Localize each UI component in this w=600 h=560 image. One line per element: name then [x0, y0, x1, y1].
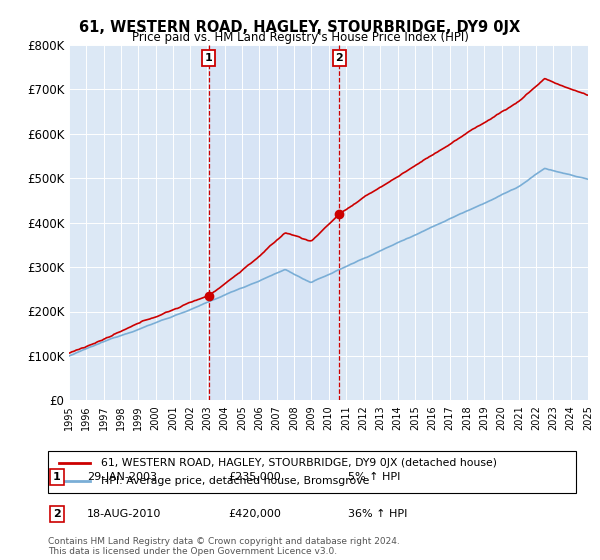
Text: 61, WESTERN ROAD, HAGLEY, STOURBRIDGE, DY9 0JX: 61, WESTERN ROAD, HAGLEY, STOURBRIDGE, D… — [79, 20, 521, 35]
Text: This data is licensed under the Open Government Licence v3.0.: This data is licensed under the Open Gov… — [48, 547, 337, 556]
Text: 18-AUG-2010: 18-AUG-2010 — [87, 509, 161, 519]
Text: £420,000: £420,000 — [228, 509, 281, 519]
Text: 61, WESTERN ROAD, HAGLEY, STOURBRIDGE, DY9 0JX (detached house): 61, WESTERN ROAD, HAGLEY, STOURBRIDGE, D… — [101, 458, 497, 468]
Text: £235,000: £235,000 — [228, 472, 281, 482]
Text: 1: 1 — [205, 53, 212, 63]
Text: 29-JAN-2003: 29-JAN-2003 — [87, 472, 157, 482]
Text: Price paid vs. HM Land Registry's House Price Index (HPI): Price paid vs. HM Land Registry's House … — [131, 31, 469, 44]
Text: 2: 2 — [335, 53, 343, 63]
Bar — [209, 45, 340, 400]
FancyBboxPatch shape — [48, 451, 576, 493]
Text: 5% ↑ HPI: 5% ↑ HPI — [348, 472, 400, 482]
Text: 2: 2 — [53, 509, 61, 519]
Text: Contains HM Land Registry data © Crown copyright and database right 2024.: Contains HM Land Registry data © Crown c… — [48, 537, 400, 546]
Text: 36% ↑ HPI: 36% ↑ HPI — [348, 509, 407, 519]
Text: 1: 1 — [53, 472, 61, 482]
Text: HPI: Average price, detached house, Bromsgrove: HPI: Average price, detached house, Brom… — [101, 476, 369, 486]
